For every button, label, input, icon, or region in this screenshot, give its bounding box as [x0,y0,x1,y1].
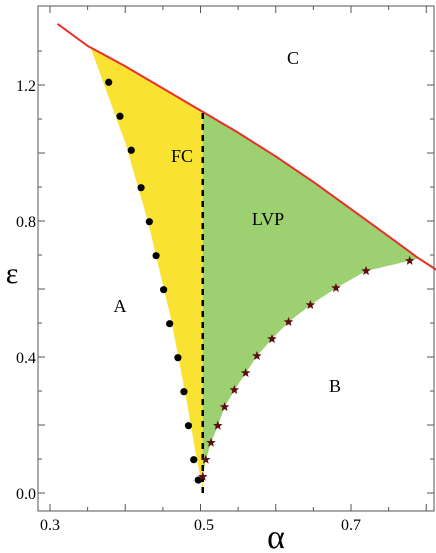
circle-point [127,146,135,154]
circle-point [174,354,182,362]
x-tick-label: 0.3 [40,517,60,534]
y-tick-label: 0.8 [16,214,36,231]
circle-point [190,456,198,464]
circle-point [194,476,202,484]
circle-point [166,320,174,328]
circle-point [152,252,160,260]
star-point [206,437,216,447]
star-point [198,471,208,481]
star-point [305,299,316,310]
fc-region [90,47,203,490]
circle-point [105,78,113,86]
star-point [219,401,230,412]
circle-point [145,218,153,226]
star-point [213,420,223,430]
plot-area [56,22,436,493]
region-labels: A B C FC LVP [114,48,342,396]
x-tick-label: 0.7 [341,517,361,534]
y-axis-label: ε [6,257,19,290]
circle-point [180,388,188,396]
region-label-a: A [114,296,127,316]
circle-point [116,112,124,120]
markers-layer [105,78,415,484]
star-point [252,350,262,361]
region-label-lvp: LVP [252,209,284,229]
star-point [283,316,294,327]
star-point [267,333,277,344]
region-label-c: C [287,48,299,68]
star-point [404,255,415,265]
circle-point [137,184,145,192]
circle-point [160,286,168,294]
y-tick-label: 0.4 [16,350,36,367]
upper-boundary-line [56,22,436,271]
star-point [331,282,341,293]
y-tick-label: 1.2 [16,78,36,95]
x-axis-label: α [267,519,285,553]
x-tick-labels: 0.3 0.5 0.7 [40,517,361,534]
circle-point [184,422,193,430]
star-point [361,265,371,276]
region-label-b: B [329,376,341,396]
star-point [201,454,211,464]
star-point [240,367,251,378]
region-label-fc: FC [171,146,193,166]
y-tick-labels: 0.0 0.4 0.8 1.2 [16,78,36,503]
lvp-region [202,111,419,490]
plot-frame [37,5,435,512]
axis-ticks [38,6,434,511]
star-point [229,384,240,395]
y-tick-label: 0.0 [16,486,36,503]
x-tick-label: 0.5 [194,517,214,534]
